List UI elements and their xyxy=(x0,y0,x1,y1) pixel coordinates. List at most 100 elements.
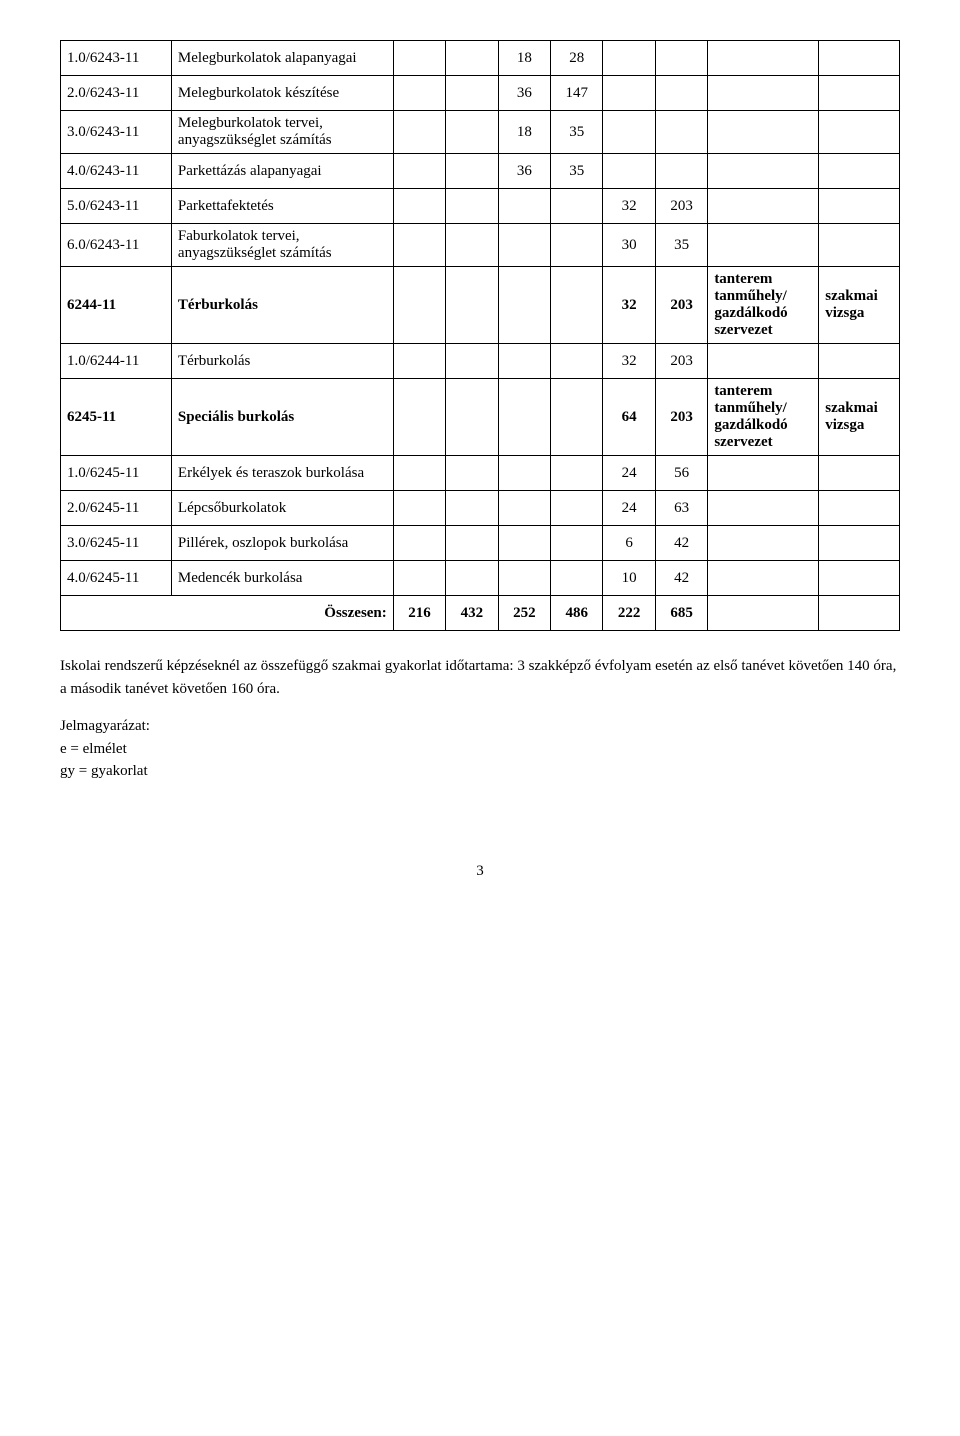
cell-c4: 147 xyxy=(551,76,603,111)
table-row: 2.0/6243-11Melegburkolatok készítése3614… xyxy=(61,76,900,111)
cell-exam xyxy=(819,189,900,224)
cell-c4 xyxy=(551,344,603,379)
cell-c4 xyxy=(551,224,603,267)
cell-c1 xyxy=(393,561,445,596)
cell-desc: Térburkolás xyxy=(171,267,393,344)
cell-c2 xyxy=(446,561,498,596)
cell-c3 xyxy=(498,456,550,491)
cell-c2 xyxy=(446,344,498,379)
cell-c2 xyxy=(446,224,498,267)
cell-c6: 203 xyxy=(655,344,707,379)
cell-c2 xyxy=(446,111,498,154)
cell-c6: 35 xyxy=(655,224,707,267)
cell-exam xyxy=(819,491,900,526)
cell-c2 xyxy=(446,267,498,344)
cell-loc xyxy=(708,154,819,189)
cell-desc: Faburkolatok tervei, anyagszükséglet szá… xyxy=(171,224,393,267)
cell-c1 xyxy=(393,41,445,76)
cell-c1 xyxy=(393,267,445,344)
cell-code: 1.0/6243-11 xyxy=(61,41,172,76)
cell-code: 2.0/6243-11 xyxy=(61,76,172,111)
cell-c5: 64 xyxy=(603,379,655,456)
cell-code: 6.0/6243-11 xyxy=(61,224,172,267)
cell-c2 xyxy=(446,491,498,526)
cell-loc xyxy=(708,41,819,76)
cell-exam xyxy=(819,344,900,379)
legend: Jelmagyarázat: e = elmélet gy = gyakorla… xyxy=(60,715,900,783)
cell-c1 xyxy=(393,154,445,189)
cell-c4 xyxy=(551,379,603,456)
cell-c2 xyxy=(446,154,498,189)
cell-exam: szakmai vizsga xyxy=(819,267,900,344)
cell-c3 xyxy=(498,267,550,344)
cell-c2 xyxy=(446,526,498,561)
cell-c1 xyxy=(393,189,445,224)
cell-c3: 18 xyxy=(498,41,550,76)
table-row-sum: Összesen:216432252486222685 xyxy=(61,596,900,631)
cell-desc: Térburkolás xyxy=(171,344,393,379)
cell-desc: Parkettafektetés xyxy=(171,189,393,224)
cell-sum-c4: 486 xyxy=(551,596,603,631)
table-row: 1.0/6244-11Térburkolás32203 xyxy=(61,344,900,379)
table-row: 6245-11Speciális burkolás64203tanterem t… xyxy=(61,379,900,456)
cell-loc xyxy=(708,526,819,561)
cell-c1 xyxy=(393,456,445,491)
cell-exam xyxy=(819,41,900,76)
cell-sum-loc xyxy=(708,596,819,631)
cell-c4: 35 xyxy=(551,154,603,189)
table-row: 4.0/6245-11Medencék burkolása1042 xyxy=(61,561,900,596)
cell-c5: 32 xyxy=(603,267,655,344)
cell-code: 4.0/6243-11 xyxy=(61,154,172,189)
cell-c4 xyxy=(551,526,603,561)
cell-c3 xyxy=(498,526,550,561)
cell-c4 xyxy=(551,456,603,491)
table-row: 6.0/6243-11Faburkolatok tervei, anyagszü… xyxy=(61,224,900,267)
cell-desc: Pillérek, oszlopok burkolása xyxy=(171,526,393,561)
cell-c6: 203 xyxy=(655,379,707,456)
cell-loc xyxy=(708,491,819,526)
cell-c5 xyxy=(603,154,655,189)
cell-c6 xyxy=(655,111,707,154)
table-row: 5.0/6243-11Parkettafektetés32203 xyxy=(61,189,900,224)
cell-desc: Melegburkolatok tervei, anyagszükséglet … xyxy=(171,111,393,154)
cell-c3 xyxy=(498,224,550,267)
cell-c3 xyxy=(498,561,550,596)
cell-loc xyxy=(708,189,819,224)
cell-c1 xyxy=(393,344,445,379)
cell-loc: tanterem tanműhely/ gazdálkodó szervezet xyxy=(708,267,819,344)
cell-desc: Erkélyek és teraszok burkolása xyxy=(171,456,393,491)
cell-desc: Melegburkolatok készítése xyxy=(171,76,393,111)
cell-code: 1.0/6245-11 xyxy=(61,456,172,491)
cell-c2 xyxy=(446,76,498,111)
cell-exam xyxy=(819,561,900,596)
cell-code: 6245-11 xyxy=(61,379,172,456)
cell-code: 4.0/6245-11 xyxy=(61,561,172,596)
cell-exam: szakmai vizsga xyxy=(819,379,900,456)
cell-exam xyxy=(819,456,900,491)
cell-sum-c2: 432 xyxy=(446,596,498,631)
cell-c6: 42 xyxy=(655,526,707,561)
cell-c5 xyxy=(603,111,655,154)
cell-desc: Melegburkolatok alapanyagai xyxy=(171,41,393,76)
cell-sum-exam xyxy=(819,596,900,631)
cell-loc: tanterem tanműhely/ gazdálkodó szervezet xyxy=(708,379,819,456)
cell-desc: Parkettázás alapanyagai xyxy=(171,154,393,189)
cell-c4 xyxy=(551,189,603,224)
cell-code: 2.0/6245-11 xyxy=(61,491,172,526)
cell-exam xyxy=(819,154,900,189)
cell-c5: 24 xyxy=(603,456,655,491)
page-number: 3 xyxy=(60,863,900,880)
cell-loc xyxy=(708,76,819,111)
cell-loc xyxy=(708,561,819,596)
legend-title: Jelmagyarázat: xyxy=(60,718,150,734)
cell-c4: 28 xyxy=(551,41,603,76)
table-row: 1.0/6243-11Melegburkolatok alapanyagai 18… xyxy=(61,41,900,76)
cell-c1 xyxy=(393,111,445,154)
cell-code: 5.0/6243-11 xyxy=(61,189,172,224)
cell-c1 xyxy=(393,491,445,526)
cell-c5: 10 xyxy=(603,561,655,596)
cell-c5: 32 xyxy=(603,189,655,224)
cell-c3 xyxy=(498,189,550,224)
cell-sum-c5: 222 xyxy=(603,596,655,631)
cell-c3 xyxy=(498,491,550,526)
